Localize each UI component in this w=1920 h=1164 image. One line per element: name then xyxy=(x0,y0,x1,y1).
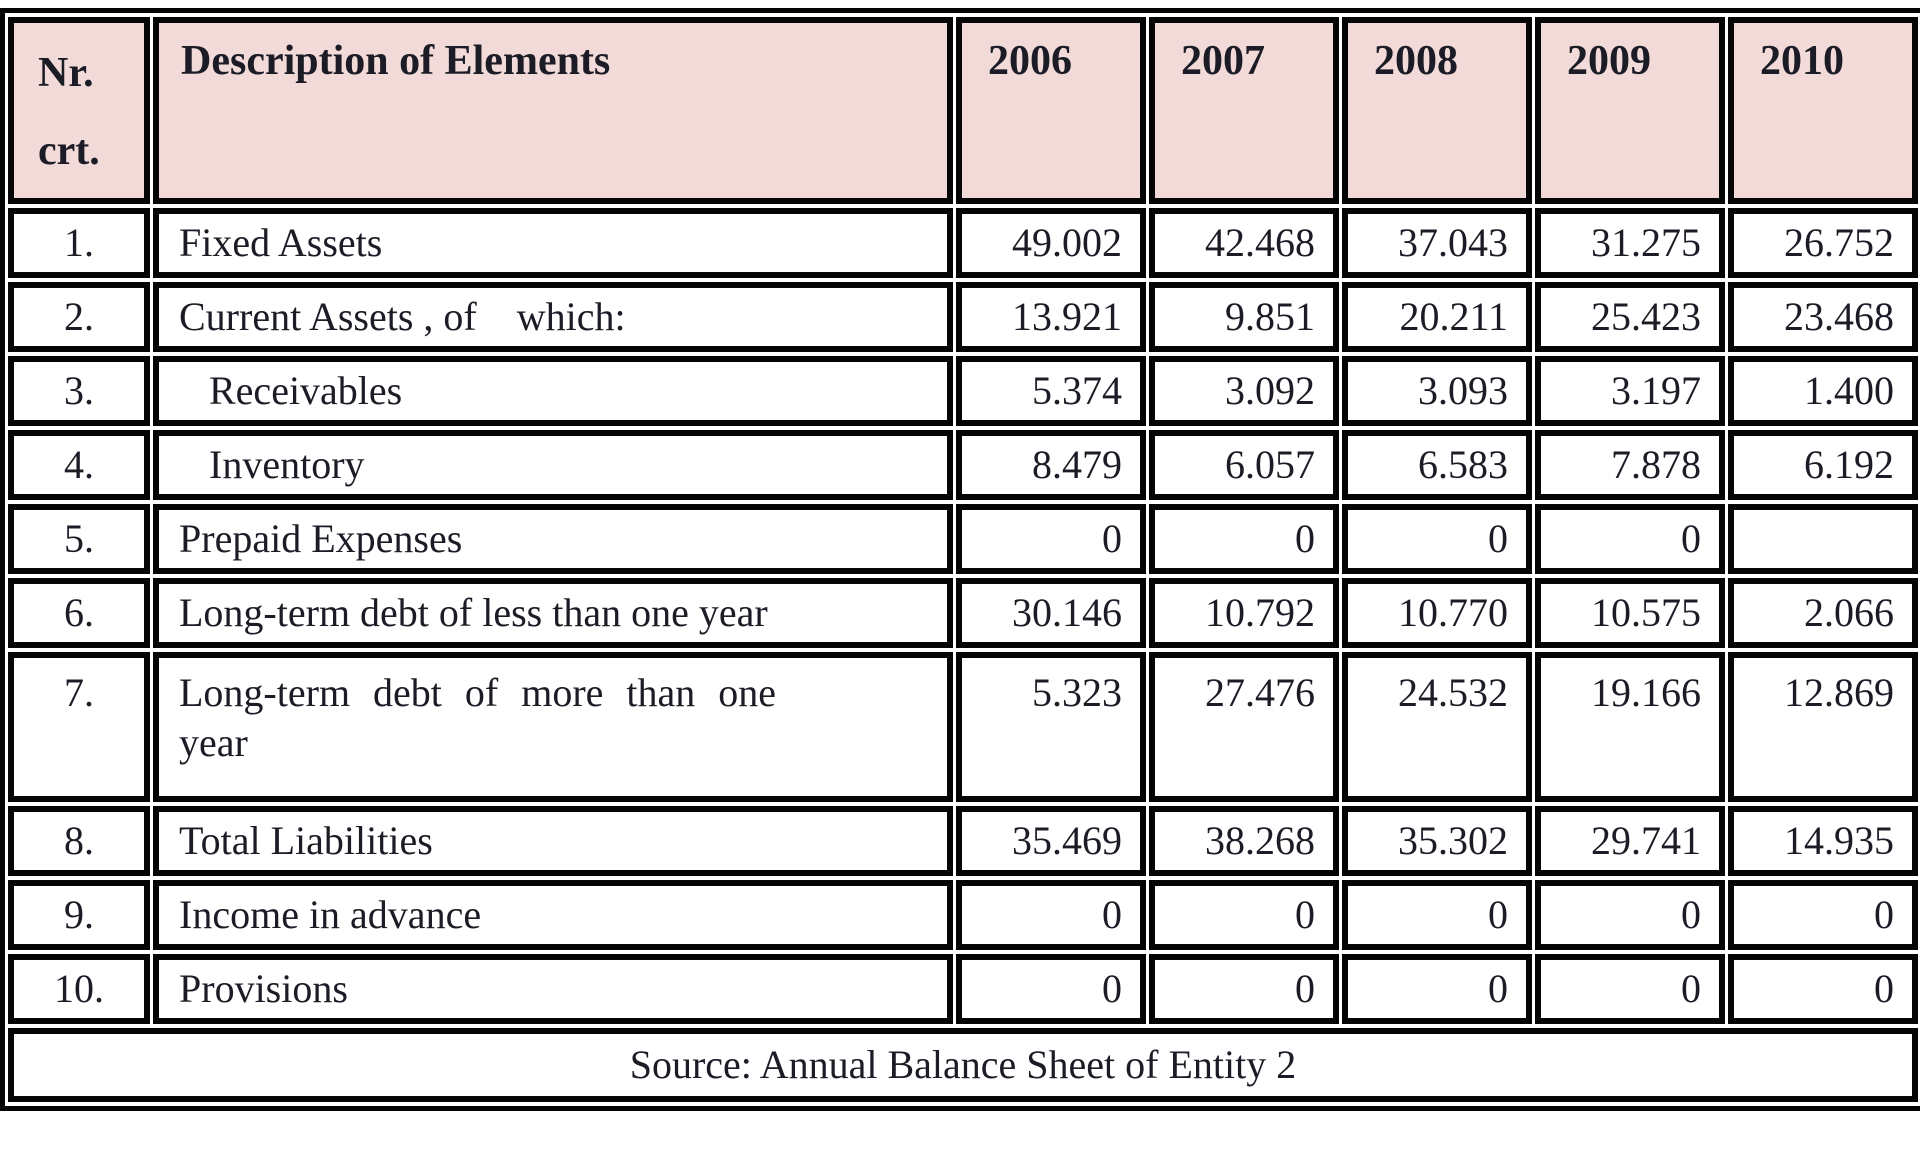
col-header-2007: 2007 xyxy=(1149,17,1339,205)
value-2010: 1.400 xyxy=(1728,356,1918,427)
value-2008: 3.093 xyxy=(1342,356,1532,427)
row-label: Income in advance xyxy=(153,880,953,951)
value-2008: 37.043 xyxy=(1342,208,1532,279)
value-2006: 30.146 xyxy=(956,578,1146,649)
col-header-2010: 2010 xyxy=(1728,17,1918,205)
value-2009: 0 xyxy=(1535,954,1725,1025)
value-2010: 23.468 xyxy=(1728,282,1918,353)
value-2007: 27.476 xyxy=(1149,652,1339,803)
value-2007: 3.092 xyxy=(1149,356,1339,427)
value-2006: 35.469 xyxy=(956,806,1146,877)
table-row-income-in-advance: 9. Income in advance 0 0 0 0 0 xyxy=(8,880,1918,951)
value-2006: 5.374 xyxy=(956,356,1146,427)
value-2007: 6.057 xyxy=(1149,430,1339,501)
col-header-2008: 2008 xyxy=(1342,17,1532,205)
row-label: Prepaid Expenses xyxy=(153,504,953,575)
value-2008: 35.302 xyxy=(1342,806,1532,877)
table-row-prepaid-expenses: 5. Prepaid Expenses 0 0 0 0 xyxy=(8,504,1918,575)
value-2006: 49.002 xyxy=(956,208,1146,279)
value-2006: 13.921 xyxy=(956,282,1146,353)
row-number: 6. xyxy=(8,578,150,649)
row-label: Receivables xyxy=(153,356,953,427)
source-text: Source: Annual Balance Sheet of Entity 2 xyxy=(8,1028,1918,1103)
table-row-current-assets: 2. Current Assets , of which: 13.921 9.8… xyxy=(8,282,1918,353)
table-row-lt-debt-more-one-year: 7. Long-term debt of more than one year … xyxy=(8,652,1918,803)
value-2007: 38.268 xyxy=(1149,806,1339,877)
row-label: Current Assets , of which: xyxy=(153,282,953,353)
value-2006: 0 xyxy=(956,504,1146,575)
row-label: Long-term debt of less than one year xyxy=(153,578,953,649)
value-2010 xyxy=(1728,504,1918,575)
value-2007: 9.851 xyxy=(1149,282,1339,353)
row-label: Long-term debt of more than one year xyxy=(153,652,953,803)
value-2010: 2.066 xyxy=(1728,578,1918,649)
source-row: Source: Annual Balance Sheet of Entity 2 xyxy=(8,1028,1918,1103)
value-2008: 0 xyxy=(1342,504,1532,575)
table-row-receivables: 3. Receivables 5.374 3.092 3.093 3.197 1… xyxy=(8,356,1918,427)
row-label: Fixed Assets xyxy=(153,208,953,279)
table-row-inventory: 4. Inventory 8.479 6.057 6.583 7.878 6.1… xyxy=(8,430,1918,501)
value-2009: 31.275 xyxy=(1535,208,1725,279)
table-row-fixed-assets: 1. Fixed Assets 49.002 42.468 37.043 31.… xyxy=(8,208,1918,279)
value-2008: 0 xyxy=(1342,880,1532,951)
value-2009: 25.423 xyxy=(1535,282,1725,353)
row-label: Provisions xyxy=(153,954,953,1025)
value-2009: 7.878 xyxy=(1535,430,1725,501)
balance-sheet-table: Nr. crt. Description of Elements 2006 20… xyxy=(0,8,1920,1112)
row-number: 3. xyxy=(8,356,150,427)
value-2008: 0 xyxy=(1342,954,1532,1025)
value-2010: 6.192 xyxy=(1728,430,1918,501)
value-2009: 10.575 xyxy=(1535,578,1725,649)
value-2007: 0 xyxy=(1149,954,1339,1025)
value-2007: 0 xyxy=(1149,880,1339,951)
value-2010: 12.869 xyxy=(1728,652,1918,803)
value-2010: 26.752 xyxy=(1728,208,1918,279)
value-2009: 0 xyxy=(1535,504,1725,575)
row-number: 2. xyxy=(8,282,150,353)
value-2009: 29.741 xyxy=(1535,806,1725,877)
table-row-lt-debt-less-one-year: 6. Long-term debt of less than one year … xyxy=(8,578,1918,649)
row-number: 5. xyxy=(8,504,150,575)
value-2007: 10.792 xyxy=(1149,578,1339,649)
col-header-2009: 2009 xyxy=(1535,17,1725,205)
value-2008: 6.583 xyxy=(1342,430,1532,501)
row-number: 9. xyxy=(8,880,150,951)
row-number: 10. xyxy=(8,954,150,1025)
value-2008: 24.532 xyxy=(1342,652,1532,803)
value-2007: 0 xyxy=(1149,504,1339,575)
value-2009: 0 xyxy=(1535,880,1725,951)
row-number: 8. xyxy=(8,806,150,877)
table-row-provisions: 10. Provisions 0 0 0 0 0 xyxy=(8,954,1918,1025)
value-2006: 5.323 xyxy=(956,652,1146,803)
value-2006: 8.479 xyxy=(956,430,1146,501)
row-number: 4. xyxy=(8,430,150,501)
value-2010: 0 xyxy=(1728,880,1918,951)
value-2006: 0 xyxy=(956,954,1146,1025)
table-row-total-liabilities: 8. Total Liabilities 35.469 38.268 35.30… xyxy=(8,806,1918,877)
value-2008: 20.211 xyxy=(1342,282,1532,353)
col-header-2006: 2006 xyxy=(956,17,1146,205)
row-label: Inventory xyxy=(153,430,953,501)
value-2008: 10.770 xyxy=(1342,578,1532,649)
row-number: 1. xyxy=(8,208,150,279)
col-header-description: Description of Elements xyxy=(153,17,953,205)
header-row: Nr. crt. Description of Elements 2006 20… xyxy=(8,17,1918,205)
col-header-nr-crt: Nr. crt. xyxy=(8,17,150,205)
value-2009: 19.166 xyxy=(1535,652,1725,803)
row-number: 7. xyxy=(8,652,150,803)
value-2006: 0 xyxy=(956,880,1146,951)
value-2007: 42.468 xyxy=(1149,208,1339,279)
value-2010: 0 xyxy=(1728,954,1918,1025)
value-2009: 3.197 xyxy=(1535,356,1725,427)
value-2010: 14.935 xyxy=(1728,806,1918,877)
row-label: Total Liabilities xyxy=(153,806,953,877)
